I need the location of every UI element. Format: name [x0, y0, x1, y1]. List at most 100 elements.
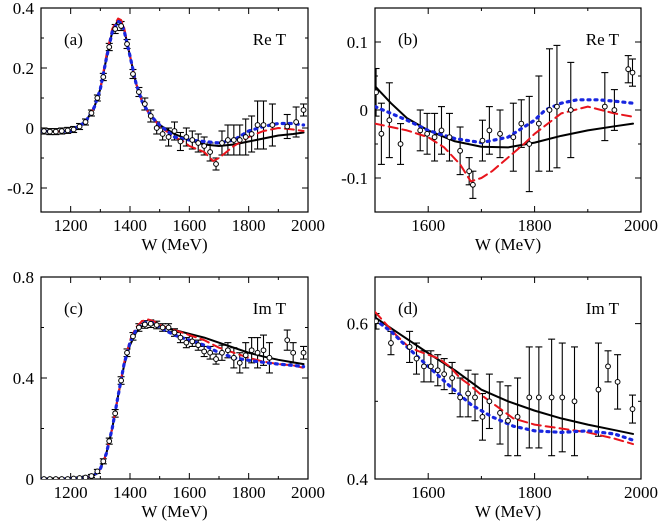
panel-tag: (a) [64, 30, 83, 49]
data-point [112, 410, 119, 417]
data-point [207, 349, 214, 356]
x-tick-label: 1600 [172, 483, 206, 502]
data-point [76, 123, 83, 130]
data-point [165, 324, 172, 331]
data-point [41, 476, 47, 479]
data-point [248, 131, 255, 137]
x-tick-label: 1800 [518, 216, 552, 235]
data-point [82, 474, 89, 479]
data-point [469, 181, 476, 188]
data-point [567, 107, 574, 113]
panel-name: Im T [586, 299, 620, 318]
series-line-solid [375, 85, 635, 149]
data-point [242, 134, 249, 140]
data-point [213, 356, 219, 362]
data-point [201, 348, 208, 355]
data-point [601, 103, 608, 110]
data-point [554, 103, 560, 110]
data-point [290, 349, 297, 356]
data-point [177, 138, 184, 145]
data-point [472, 394, 478, 401]
data-point [88, 473, 95, 479]
data-point [526, 394, 533, 401]
x-tick-label: 1200 [54, 483, 88, 502]
data-point [201, 143, 208, 149]
data-point [159, 131, 166, 137]
y-tick-label: -0.1 [341, 169, 368, 188]
data-point [510, 134, 517, 141]
data-point [424, 130, 431, 137]
x-tick-label: 1600 [411, 483, 445, 502]
data-point [136, 89, 142, 95]
data-point [153, 322, 160, 328]
plot-area [41, 318, 308, 479]
x-tick-label: 1800 [232, 483, 266, 502]
data-point [559, 394, 566, 401]
data-point [64, 476, 71, 479]
data-point [386, 117, 393, 124]
data-point [189, 338, 196, 345]
data-point [266, 354, 273, 361]
data-point [254, 349, 261, 356]
data-point [88, 110, 95, 116]
data-point [225, 137, 231, 143]
data-point [248, 347, 255, 354]
data-point [457, 147, 464, 154]
panel-name: Im T [253, 299, 287, 318]
series-line-dashed [375, 105, 635, 183]
data-point [417, 127, 424, 134]
y-tick-label: 0 [26, 470, 35, 489]
data-point [106, 44, 113, 50]
y-tick-label: 0.2 [13, 59, 34, 78]
x-tick-label: 2000 [624, 216, 658, 235]
data-point [413, 355, 420, 362]
data-point [300, 349, 307, 356]
data-point [130, 71, 136, 77]
data-point [165, 134, 172, 140]
x-axis-title: W (MeV) [141, 235, 207, 254]
data-point [546, 107, 553, 113]
panel-b: 1600 1800 2000 -0.1 0 0.1 W (MeV) (b) Re T [341, 7, 658, 254]
data-point [497, 410, 503, 416]
data-point [100, 74, 107, 80]
data-point [52, 128, 59, 135]
data-point [479, 137, 486, 144]
data-point [486, 127, 493, 134]
data-point [535, 394, 542, 401]
x-tick-label: 1600 [411, 216, 445, 235]
data-point [219, 349, 225, 356]
data-point [159, 324, 166, 331]
panel-a: 1200 1400 1600 1800 2000 -0.2 0 0.2 0.4 W (MeV) (a… [7, 0, 325, 254]
y-tick-label: 0.1 [347, 33, 368, 52]
data-point [284, 123, 291, 130]
data-point [466, 168, 473, 175]
data-point [465, 390, 472, 397]
data-point [195, 140, 202, 146]
data-point [629, 406, 636, 412]
x-tick-label: 1400 [113, 483, 147, 502]
plot-frame [40, 7, 309, 213]
data-point [58, 128, 65, 134]
y-tick-label: 0.4 [13, 369, 35, 388]
y-tick-label: 0.6 [347, 315, 368, 334]
data-point [213, 161, 219, 167]
series-line-dotted [375, 98, 635, 145]
data-point [438, 127, 445, 134]
y-tick-label: 0 [360, 101, 369, 120]
data-point [548, 394, 555, 401]
x-axis-title: W (MeV) [475, 502, 541, 521]
data-point [446, 134, 453, 141]
data-point [195, 342, 202, 349]
data-point [183, 134, 190, 140]
data-point [260, 347, 267, 354]
data-point [171, 329, 178, 336]
data-point [434, 367, 441, 374]
plot-area [375, 310, 636, 457]
series-line-solid [375, 316, 635, 435]
data-point [106, 438, 113, 445]
data-point [219, 140, 225, 146]
data-point [427, 363, 434, 370]
series-line-dotted [375, 318, 635, 442]
panel-name: Re T [253, 30, 287, 49]
